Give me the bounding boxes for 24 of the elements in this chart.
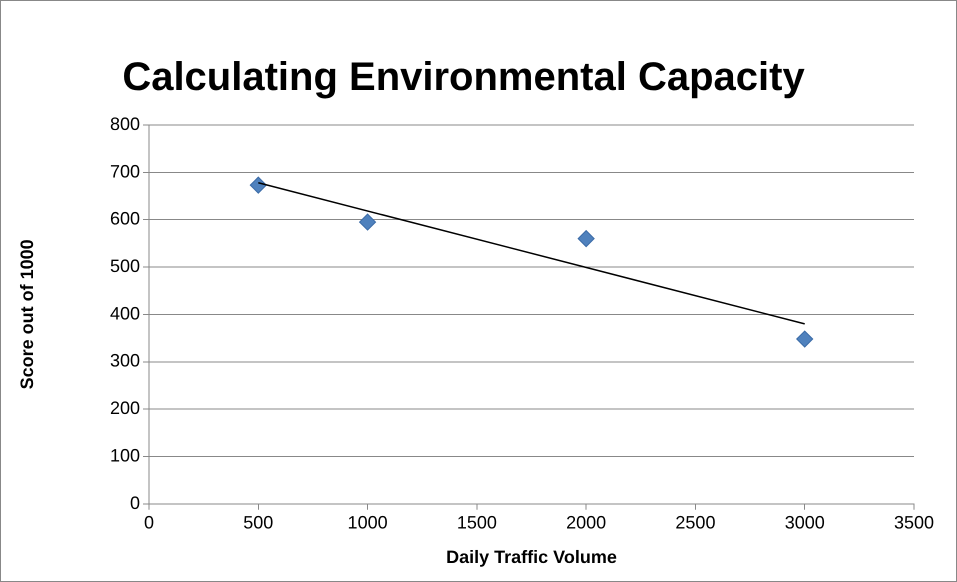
y-tick-label: 0 xyxy=(130,492,140,513)
x-tick-label: 500 xyxy=(243,512,274,533)
y-tick-label: 300 xyxy=(110,350,140,371)
y-tick-label: 400 xyxy=(110,303,140,324)
point xyxy=(796,330,814,348)
point xyxy=(250,176,267,194)
y-tick-label: 600 xyxy=(110,208,140,229)
y-axis-title: Score out of 1000 xyxy=(16,239,37,390)
point xyxy=(359,214,376,231)
y-tick-label: 800 xyxy=(110,114,140,134)
y-tick-label: 700 xyxy=(110,161,140,182)
x-tick-label: 2000 xyxy=(566,512,606,533)
x-tick-label: 3500 xyxy=(894,512,934,533)
chart-title: Calculating Environmental Capacity xyxy=(122,55,806,100)
y-tick-label: 500 xyxy=(110,256,140,276)
y-tick-label: 100 xyxy=(110,445,140,466)
x-tick-label: 0 xyxy=(144,512,154,533)
x-axis-title: Daily Traffic Volume xyxy=(446,547,617,568)
x-tick-label: 1500 xyxy=(456,512,497,533)
x-tick-label: 3000 xyxy=(784,512,825,533)
point xyxy=(578,230,595,248)
y-tick-label: 200 xyxy=(110,398,140,418)
x-tick-label: 2500 xyxy=(675,512,716,533)
x-tick-label: 1000 xyxy=(348,512,388,533)
